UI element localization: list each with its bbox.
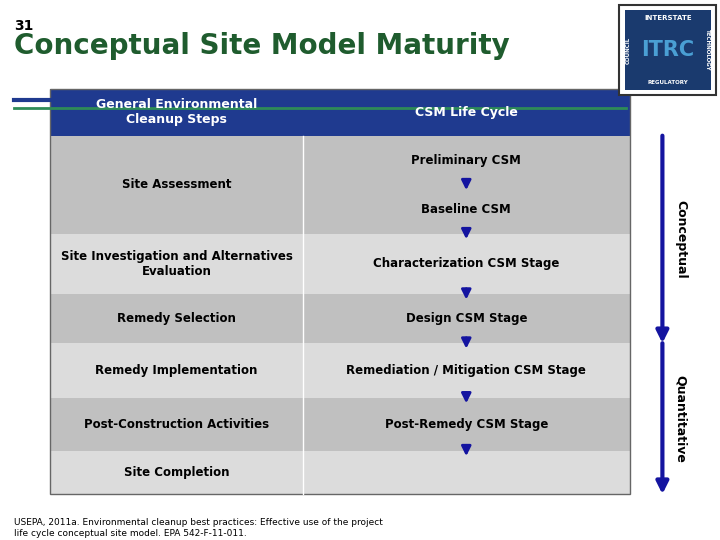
Text: General Environmental
Cleanup Steps: General Environmental Cleanup Steps (96, 98, 257, 126)
Bar (50, 136, 630, 185)
Bar (50, 294, 630, 343)
Bar (50, 343, 630, 398)
Text: Remedy Implementation: Remedy Implementation (95, 364, 258, 377)
Bar (50, 451, 630, 494)
Text: Post-Remedy CSM Stage: Post-Remedy CSM Stage (384, 418, 548, 431)
Text: INTERSTATE: INTERSTATE (644, 15, 692, 21)
Bar (50, 398, 630, 451)
Text: ITRC: ITRC (642, 40, 694, 60)
Text: Remedy Selection: Remedy Selection (117, 312, 236, 325)
Bar (50, 185, 630, 234)
Text: COUNCIL: COUNCIL (626, 36, 630, 64)
Text: Characterization CSM Stage: Characterization CSM Stage (373, 258, 559, 271)
Bar (625, 10, 711, 90)
Text: TECHNOLOGY: TECHNOLOGY (706, 29, 710, 71)
Text: Site Investigation and Alternatives
Evaluation: Site Investigation and Alternatives Eval… (60, 250, 292, 278)
Text: Conceptual Site Model Maturity: Conceptual Site Model Maturity (14, 32, 510, 60)
Text: Preliminary CSM: Preliminary CSM (411, 154, 521, 167)
Bar (50, 89, 630, 136)
Text: USEPA, 2011a. Environmental cleanup best practices: Effective use of the project: USEPA, 2011a. Environmental cleanup best… (14, 518, 383, 538)
Text: Site Completion: Site Completion (124, 466, 229, 479)
Text: 31: 31 (14, 19, 34, 33)
Bar (619, 5, 716, 94)
Text: REGULATORY: REGULATORY (647, 80, 688, 85)
Text: Site Assessment: Site Assessment (122, 178, 231, 191)
Text: Baseline CSM: Baseline CSM (421, 202, 511, 216)
Text: Design CSM Stage: Design CSM Stage (405, 312, 527, 325)
Text: Quantitative: Quantitative (674, 375, 687, 463)
Text: Post-Construction Activities: Post-Construction Activities (84, 418, 269, 431)
Text: Conceptual: Conceptual (674, 200, 687, 279)
Bar (50, 234, 630, 294)
Bar (50, 89, 630, 494)
Text: Remediation / Mitigation CSM Stage: Remediation / Mitigation CSM Stage (346, 364, 586, 377)
Text: CSM Life Cycle: CSM Life Cycle (415, 106, 518, 119)
